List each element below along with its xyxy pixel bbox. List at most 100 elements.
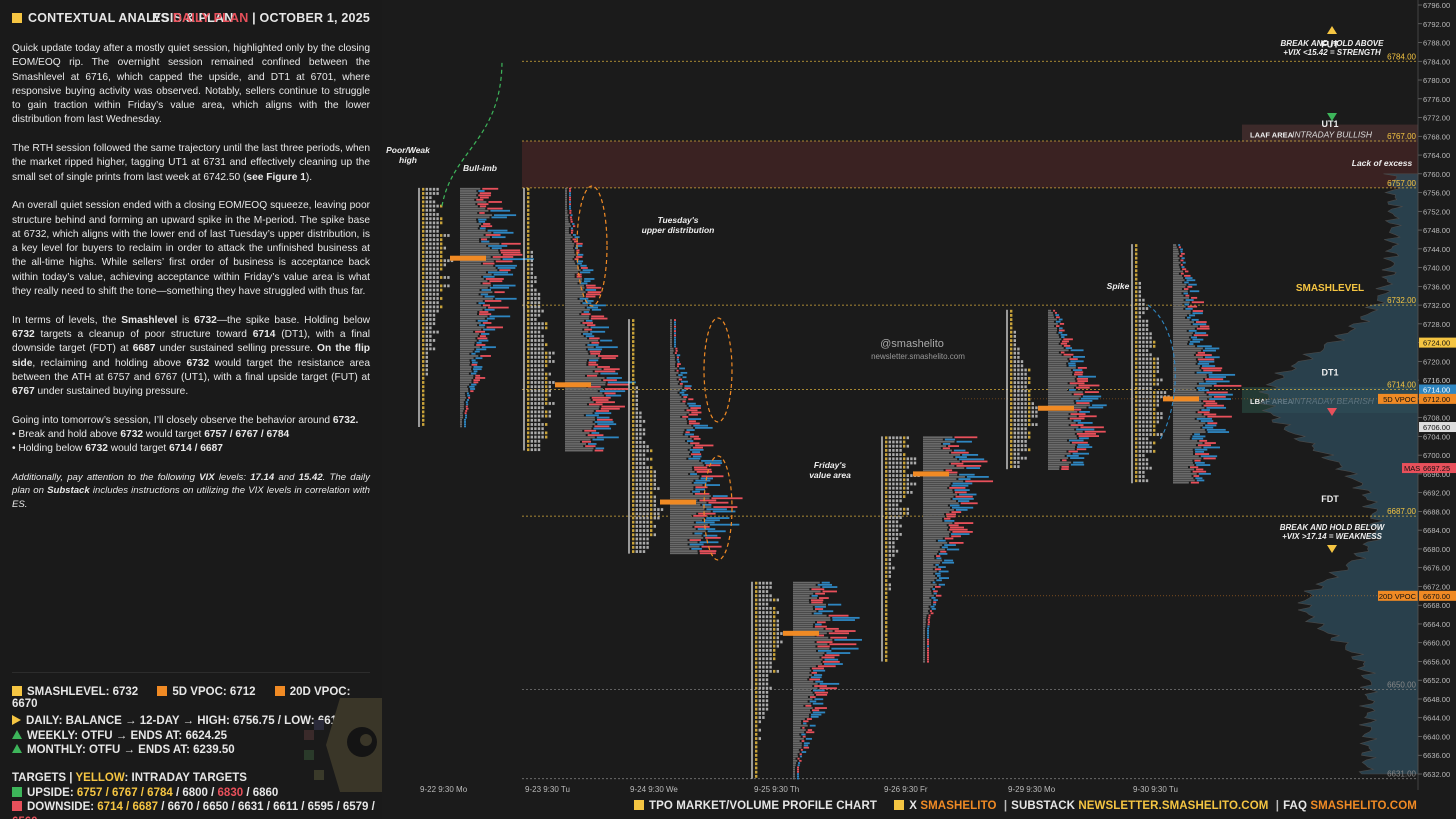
orange-square-icon: [274, 686, 285, 696]
triangle-right-icon: [12, 715, 21, 725]
laaf-label: INTRADAY BULLISH: [1292, 129, 1373, 139]
distribution-ellipse: [703, 455, 733, 561]
y-tick-label: 6672.00: [1423, 582, 1450, 591]
y-tick-label: 6772.00: [1423, 114, 1450, 123]
session-9-23: [523, 187, 636, 452]
y-tick-label: 6784.00: [1423, 57, 1450, 66]
key-levels: SMASHLEVEL: 6732 5D VPOC: 6712 20D VPOC:…: [12, 686, 372, 710]
session-poc: [1038, 405, 1074, 411]
session-9-26: [881, 436, 994, 663]
distribution-ellipse: [703, 317, 733, 423]
x-tick-label: 9-26 9:30 Fr: [884, 785, 928, 794]
bullet-2: • Holding below 6732 would target 6714 /…: [12, 443, 223, 455]
down-arrow-icon: [1327, 545, 1337, 553]
time-axis: 9-22 9:30 Mo 9-23 9:30 Tu 9-24 9:30 We 9-25…: [420, 785, 1178, 794]
composite-volume: [1258, 173, 1418, 775]
plan-date: ES DAILY PLAN | OCTOBER 1, 2025: [152, 11, 370, 25]
vpoc5-legend: 5D VPOC: 6712: [157, 686, 256, 698]
bull-imb-label: Bull-imb: [463, 163, 497, 173]
level-name-label: FUT: [1321, 39, 1339, 49]
level-name-label: UT1: [1321, 119, 1338, 129]
x-tick-label: 9-23 9:30 Tu: [525, 785, 570, 794]
level-value-label: 6767.00: [1387, 132, 1416, 141]
y-tick-label: 6708.00: [1423, 414, 1450, 423]
x-tick-label: 9-25 9:30 Th: [754, 785, 799, 794]
y-tick-label: 6728.00: [1423, 320, 1450, 329]
session-9-29: [1006, 309, 1107, 470]
plan-label: DAILY PLAN: [172, 11, 249, 25]
break-below-label: BREAK AND HOLD BELOW: [1280, 523, 1386, 532]
y-tick-label: 6700.00: [1423, 451, 1450, 460]
y-tick-label: 6732.00: [1423, 301, 1450, 310]
composite-profile: [1258, 173, 1419, 775]
x-handle-link[interactable]: SMASHELITO: [920, 800, 997, 812]
vpoc-tag: [1378, 393, 1418, 404]
paragraph-4: In terms of levels, the Smashlevel is 67…: [12, 314, 371, 398]
y-tick-label: 6796.00: [1423, 1, 1450, 10]
weekly-trend: WEEKLY: OTFU → ENDS AT: 6624.25: [12, 729, 372, 744]
y-tick-label: 6696.00: [1423, 470, 1450, 479]
y-tick-label: 6648.00: [1423, 695, 1450, 704]
price-tag: [1419, 463, 1456, 474]
y-tick-label: 6660.00: [1423, 639, 1450, 648]
triangle-up-icon: [12, 744, 22, 753]
y-tick-label: 6780.00: [1423, 76, 1450, 85]
sessions: [418, 187, 1242, 780]
monthly-trend: MONTHLY: OTFU → ENDS AT: 6239.50: [12, 743, 372, 758]
lack-of-excess-label: Lack of excess: [1352, 158, 1413, 168]
substack-link[interactable]: NEWSLETTER.SMASHELITO.COM: [1078, 800, 1269, 812]
vpoc-tag: [1378, 590, 1418, 601]
y-tick-label: 6740.00: [1423, 264, 1450, 273]
break-below-label: +VIX >17.14 = WEAKNESS: [1282, 532, 1382, 541]
break-above-label: +VIX <15.42 = STRENGTH: [1283, 48, 1381, 57]
tuesday-label: Tuesday's: [657, 215, 698, 225]
symbol: ES: [152, 11, 170, 25]
paragraph-3: An overall quiet session ended with a cl…: [12, 200, 370, 298]
friday-label: Friday's: [814, 460, 847, 470]
analysis-panel: CONTEXTUAL ANALYSIS & PLAN ES DAILY PLAN…: [0, 0, 382, 819]
level-name-label: SMASHLEVEL: [1296, 283, 1364, 294]
session-poc: [783, 630, 819, 636]
price-tag-label: 6706.00: [1423, 423, 1450, 432]
y-tick-label: 6652.00: [1423, 676, 1450, 685]
y-tick-label: 6756.00: [1423, 189, 1450, 198]
y-tick-label: 6684.00: [1423, 526, 1450, 535]
title-text: CONTEXTUAL ANALYSIS & PLAN: [28, 11, 234, 25]
poor-high-label: Poor/Weak: [386, 145, 431, 155]
price-tag-label: 6670.00: [1423, 592, 1450, 601]
vpoc20-legend: 20D VPOC: 6670: [12, 686, 351, 710]
level-value-label: 6687.00: [1387, 507, 1416, 516]
level-value-label: 6631.00: [1387, 770, 1416, 779]
bullet-1: • Break and hold above 6732 would target…: [12, 429, 290, 441]
green-square-icon: [12, 786, 22, 797]
resistance-zone: [522, 140, 1418, 188]
price-tag-label: 6714.00: [1423, 386, 1450, 395]
down-arrow-icon: [1327, 408, 1337, 416]
x-tick-label: 9-22 9:30 Mo: [420, 785, 468, 794]
up-arrow-icon: [1327, 26, 1337, 34]
triangle-up-icon: [12, 729, 22, 739]
price-tag-label: 6697.25: [1423, 464, 1450, 473]
level-value-label: 6757.00: [1387, 179, 1416, 188]
spike-label: Spike: [1107, 281, 1130, 291]
laaf-tag: LAAF AREA: [1250, 130, 1294, 139]
faq-link[interactable]: SMASHELITO.COM: [1310, 800, 1417, 812]
price-tag: [1419, 384, 1456, 395]
mascot-icon: [304, 698, 382, 792]
price-tag: [1419, 590, 1456, 601]
level-name-label: DT1: [1321, 368, 1338, 378]
mas-label: MAS: [1404, 464, 1420, 473]
vpoc-tag-label: 5D VPOC: [1383, 395, 1417, 404]
laaf-zone: [1242, 124, 1418, 142]
session-poc: [450, 255, 486, 261]
y-tick-label: 6680.00: [1423, 545, 1450, 554]
spike-curve: [1147, 304, 1176, 441]
paragraph-2: The RTH session followed the same trajec…: [12, 143, 370, 183]
paragraph-5: Going into tomorrow’s session, I’ll clos…: [12, 414, 359, 426]
break-above-label: BREAK AND HOLD ABOVE: [1281, 39, 1385, 48]
level-value-label: 6732.00: [1387, 296, 1416, 305]
smashlevel-legend: SMASHLEVEL: 6732: [12, 686, 138, 698]
level-value-label: 6784.00: [1387, 52, 1416, 61]
